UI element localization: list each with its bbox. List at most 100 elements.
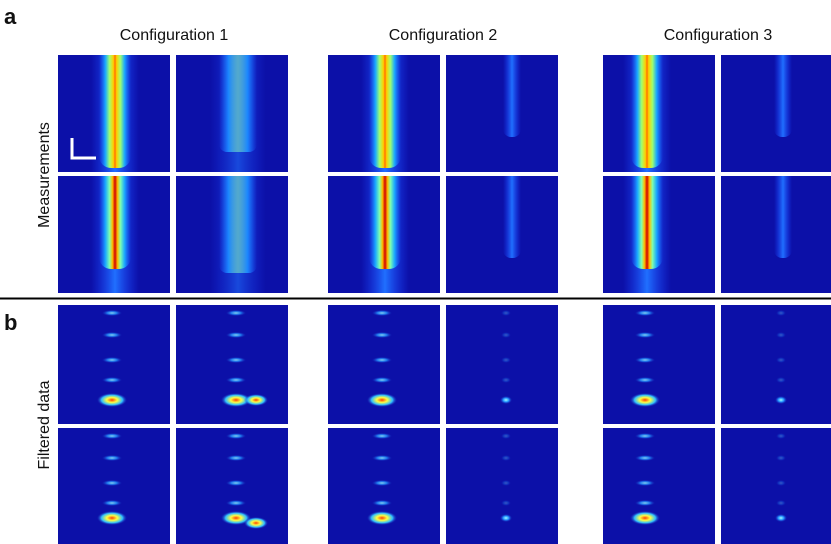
column-title: Configuration 2: [389, 27, 498, 44]
image-bg: [603, 428, 715, 544]
image: [328, 55, 440, 172]
spot: [102, 357, 122, 363]
spot: [226, 357, 246, 363]
crescent: [244, 517, 268, 529]
image: [58, 55, 170, 172]
spot: [102, 377, 122, 383]
spot: [102, 500, 122, 506]
spot: [501, 455, 511, 461]
crescent: [244, 394, 268, 406]
image: [328, 305, 440, 424]
image: [721, 55, 831, 172]
spot: [226, 433, 246, 439]
spot: [501, 310, 511, 316]
crescent: [630, 511, 660, 525]
image: [446, 55, 558, 172]
crescent: [500, 396, 512, 404]
image: [176, 305, 288, 424]
column-title: Configuration 1: [120, 27, 229, 44]
crescent: [221, 393, 251, 407]
spot: [776, 480, 786, 486]
scale-bar: [70, 138, 96, 160]
row-label: Filtered data: [36, 380, 53, 469]
column-title: Configuration 3: [664, 27, 773, 44]
crescent: [775, 514, 787, 522]
crescent: [500, 514, 512, 522]
spot: [776, 332, 786, 338]
spot: [226, 332, 246, 338]
crescent: [775, 396, 787, 404]
spot: [226, 500, 246, 506]
spot: [226, 455, 246, 461]
spot: [635, 500, 655, 506]
image: [328, 176, 440, 293]
image: [721, 176, 831, 293]
stripe: [99, 55, 131, 168]
image: [328, 428, 440, 544]
image: [58, 428, 170, 544]
stripe: [369, 176, 401, 269]
image-grid: [58, 55, 831, 544]
image: [603, 428, 715, 544]
image: [603, 55, 715, 172]
spot: [372, 433, 392, 439]
stripe: [503, 55, 521, 137]
image: [721, 305, 831, 424]
spot: [776, 500, 786, 506]
image-bg: [446, 55, 558, 172]
spot: [372, 310, 392, 316]
spot: [372, 480, 392, 486]
image-bg: [328, 428, 440, 544]
image: [603, 305, 715, 424]
image-bg: [446, 176, 558, 293]
spot: [501, 433, 511, 439]
spot: [501, 500, 511, 506]
stripe: [631, 176, 663, 269]
crescent: [367, 511, 397, 525]
crescent: [221, 511, 251, 525]
image: [176, 428, 288, 544]
spot: [501, 332, 511, 338]
image-bg: [721, 428, 831, 544]
stripe: [774, 55, 792, 137]
spot: [372, 357, 392, 363]
image: [603, 176, 715, 293]
crescent: [367, 393, 397, 407]
spot: [635, 480, 655, 486]
image: [446, 305, 558, 424]
spot: [102, 433, 122, 439]
spot: [635, 332, 655, 338]
image: [176, 55, 288, 172]
image: [176, 176, 288, 293]
image: [446, 176, 558, 293]
stripe: [631, 55, 663, 168]
spot: [226, 377, 246, 383]
spot: [776, 310, 786, 316]
crescent: [97, 511, 127, 525]
spot: [776, 455, 786, 461]
image: [58, 305, 170, 424]
spot: [635, 455, 655, 461]
spot: [102, 332, 122, 338]
spot: [372, 455, 392, 461]
spot: [372, 377, 392, 383]
spot: [102, 310, 122, 316]
spot: [635, 310, 655, 316]
stripe: [369, 55, 401, 168]
image: [58, 176, 170, 293]
spot: [501, 357, 511, 363]
stripe: [99, 176, 131, 269]
spot: [226, 480, 246, 486]
spot: [102, 480, 122, 486]
spot: [776, 377, 786, 383]
image-bg: [446, 428, 558, 544]
spot: [372, 332, 392, 338]
spot: [226, 310, 246, 316]
halo: [210, 176, 266, 293]
image: [721, 428, 831, 544]
panel-label: a: [4, 4, 17, 29]
spot: [501, 480, 511, 486]
crescent: [630, 393, 660, 407]
